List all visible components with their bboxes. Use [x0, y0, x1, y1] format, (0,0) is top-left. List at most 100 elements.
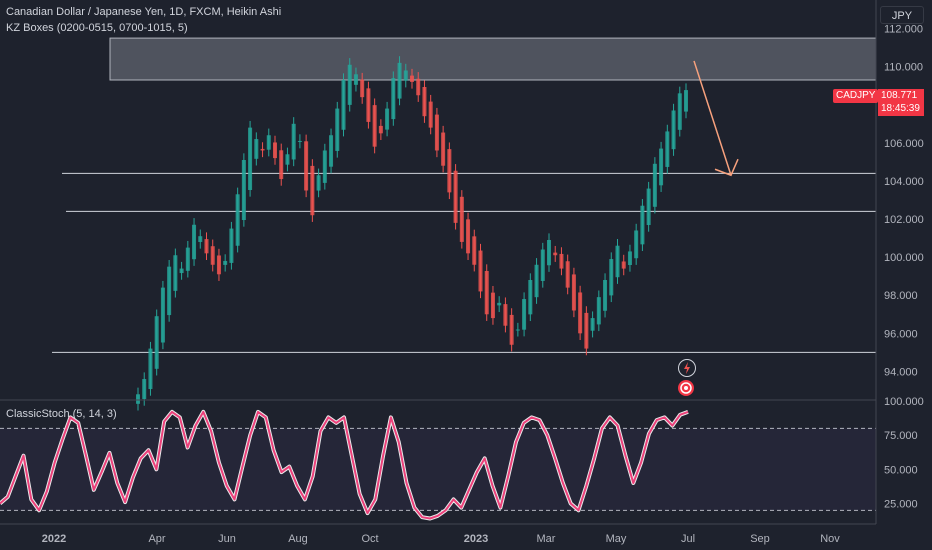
symbol-tag: CADJPY — [833, 89, 879, 103]
candle — [627, 251, 632, 266]
price-pane — [52, 37, 877, 411]
candle — [347, 64, 352, 105]
candle — [571, 274, 576, 311]
stoch-tick-label: 25.000 — [884, 499, 918, 511]
candle — [360, 79, 365, 98]
stoch-pane — [0, 409, 876, 521]
time-tick-label: Mar — [537, 533, 556, 545]
candle — [609, 259, 614, 296]
time-tick-label: Sep — [750, 533, 770, 545]
candle — [366, 88, 371, 122]
candle — [297, 140, 302, 142]
candle — [659, 148, 664, 186]
candle — [322, 150, 327, 183]
candle — [260, 148, 265, 151]
candle — [391, 78, 396, 120]
candle — [534, 264, 539, 298]
candle — [142, 379, 147, 400]
candle — [503, 304, 508, 326]
price-tick-label: 100.000 — [884, 252, 924, 264]
candle — [434, 114, 439, 151]
candle — [428, 101, 433, 128]
candle — [397, 62, 402, 99]
countdown-tag: 18:45:39 — [878, 102, 924, 116]
price-tick-label: 96.000 — [884, 328, 918, 340]
time-tick-label: Nov — [820, 533, 840, 545]
candle — [652, 163, 657, 207]
candle — [136, 394, 140, 404]
candle — [416, 78, 421, 96]
target-icon[interactable] — [678, 380, 694, 396]
candle — [248, 127, 253, 191]
candle — [565, 261, 570, 288]
time-tick-label: Oct — [361, 533, 378, 545]
candle — [378, 125, 383, 134]
time-tick-label: Jun — [218, 533, 236, 545]
candle — [410, 75, 414, 82]
candle — [341, 80, 346, 130]
candle — [621, 261, 626, 269]
candle — [185, 247, 190, 271]
candle — [310, 165, 315, 216]
time-tick-label: 2023 — [464, 533, 488, 545]
candle — [173, 255, 178, 291]
projection-arrow — [693, 60, 732, 176]
candle — [285, 154, 290, 165]
candle — [603, 280, 608, 311]
candle — [522, 299, 527, 330]
currency-button[interactable]: JPY — [880, 6, 924, 24]
candle — [634, 230, 639, 259]
candle — [596, 297, 601, 325]
candle — [441, 132, 446, 166]
candle — [615, 245, 620, 278]
candle — [684, 90, 688, 112]
candle — [578, 292, 583, 334]
candle — [372, 105, 377, 147]
stoch-tick-label: 100.000 — [884, 396, 924, 408]
price-tag: 108.771 — [878, 89, 924, 103]
stoch-band — [0, 428, 876, 511]
indicator-label: KZ Boxes (0200-0515, 0700-1015, 5) — [6, 22, 188, 34]
candle — [353, 74, 358, 85]
candle — [210, 246, 215, 265]
chart-title: Canadian Dollar / Japanese Yen, 1D, FXCM… — [6, 6, 282, 18]
candle — [584, 312, 589, 349]
candle — [335, 108, 340, 151]
candle — [316, 175, 321, 191]
candle — [235, 194, 240, 246]
kz-box-zone — [109, 37, 877, 81]
time-tick-label: May — [606, 533, 627, 545]
candle — [528, 280, 533, 315]
candle — [154, 316, 159, 369]
time-tick-label: Jul — [681, 533, 695, 545]
candle — [484, 270, 489, 315]
candle — [509, 314, 514, 345]
candle — [241, 160, 246, 221]
candle — [254, 139, 259, 159]
candle — [665, 131, 670, 167]
price-tick-label: 106.000 — [884, 138, 924, 150]
candle — [279, 150, 284, 180]
candle — [198, 236, 203, 242]
candle — [385, 108, 390, 130]
candle — [148, 348, 153, 390]
candle — [515, 329, 520, 331]
candle — [229, 228, 234, 263]
oscillator-label: ClassicStoch (5, 14, 3) — [6, 408, 117, 420]
time-tick-label: Apr — [148, 533, 165, 545]
projection-arrowhead — [714, 158, 739, 177]
candle — [640, 205, 645, 245]
lightning-icon[interactable] — [678, 359, 696, 377]
candle — [646, 188, 651, 226]
candle — [204, 239, 209, 254]
candle — [304, 141, 309, 191]
candle — [677, 93, 682, 130]
candle — [291, 123, 296, 160]
stoch-tick-label: 75.000 — [884, 430, 918, 442]
candle — [559, 253, 564, 269]
price-tick-label: 112.000 — [884, 24, 923, 36]
candle — [403, 70, 408, 81]
candle — [192, 224, 197, 260]
